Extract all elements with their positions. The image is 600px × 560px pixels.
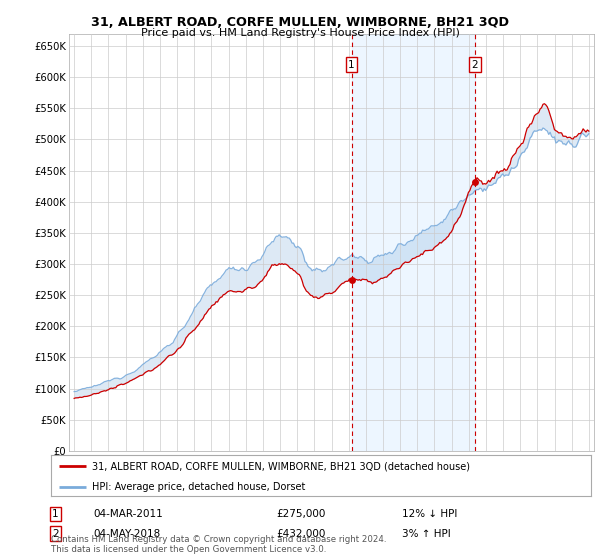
Text: HPI: Average price, detached house, Dorset: HPI: Average price, detached house, Dors… xyxy=(91,482,305,492)
Text: £275,000: £275,000 xyxy=(276,509,325,519)
Text: Price paid vs. HM Land Registry's House Price Index (HPI): Price paid vs. HM Land Registry's House … xyxy=(140,28,460,38)
Text: 04-MAR-2011: 04-MAR-2011 xyxy=(93,509,163,519)
Text: £432,000: £432,000 xyxy=(276,529,325,539)
Text: 3% ↑ HPI: 3% ↑ HPI xyxy=(402,529,451,539)
Text: 2: 2 xyxy=(471,60,478,70)
Text: 2: 2 xyxy=(52,529,59,539)
Text: 1: 1 xyxy=(52,509,59,519)
Text: 04-MAY-2018: 04-MAY-2018 xyxy=(93,529,160,539)
Bar xyxy=(352,34,475,451)
Text: 31, ALBERT ROAD, CORFE MULLEN, WIMBORNE, BH21 3QD (detached house): 31, ALBERT ROAD, CORFE MULLEN, WIMBORNE,… xyxy=(91,461,470,471)
Text: 31, ALBERT ROAD, CORFE MULLEN, WIMBORNE, BH21 3QD: 31, ALBERT ROAD, CORFE MULLEN, WIMBORNE,… xyxy=(91,16,509,29)
Text: Contains HM Land Registry data © Crown copyright and database right 2024.
This d: Contains HM Land Registry data © Crown c… xyxy=(51,535,386,554)
Text: 12% ↓ HPI: 12% ↓ HPI xyxy=(402,509,457,519)
Text: 1: 1 xyxy=(348,60,355,70)
